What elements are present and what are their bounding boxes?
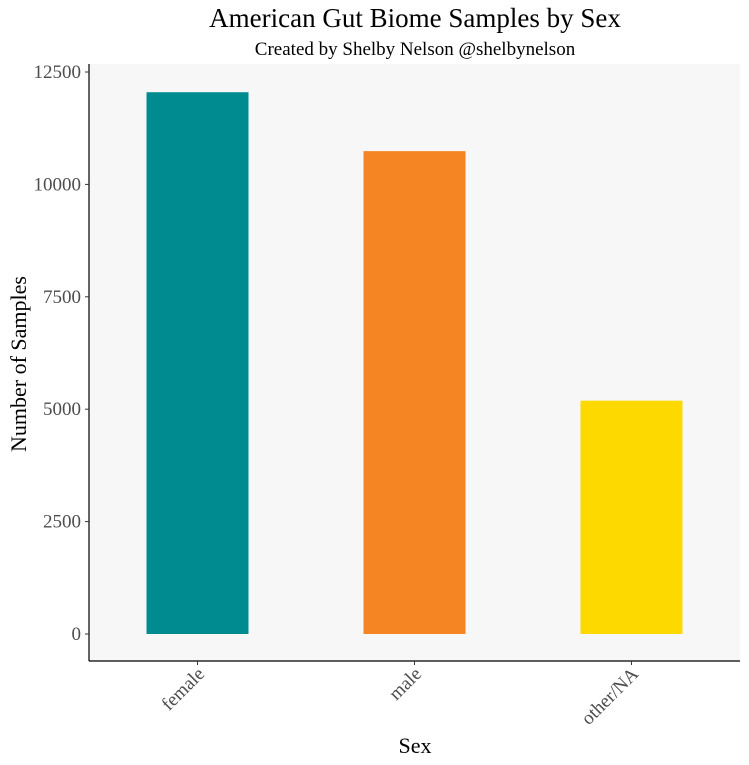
x-axis-label: Sex	[399, 733, 432, 758]
y-tick-label: 7500	[43, 287, 81, 308]
bar-other-na	[580, 400, 683, 634]
x-tick-label: other/NA	[577, 663, 643, 729]
y-axis-label: Number of Samples	[6, 276, 31, 452]
x-tick-label: female	[158, 664, 209, 715]
chart-subtitle: Created by Shelby Nelson @shelbynelson	[255, 39, 576, 60]
y-tick-label: 0	[72, 624, 82, 645]
bar-female	[146, 92, 249, 635]
y-tick-label: 10000	[34, 174, 82, 195]
y-tick-label: 12500	[34, 62, 82, 83]
chart-title: American Gut Biome Samples by Sex	[209, 3, 621, 33]
y-tick-labels: 0 2500 5000 7500 10000 12500	[34, 62, 89, 645]
x-tick-label: male	[385, 664, 426, 705]
bars-group	[146, 92, 683, 635]
bar-male	[363, 151, 466, 635]
y-tick-label: 2500	[43, 512, 81, 533]
y-tick-label: 5000	[43, 399, 81, 420]
x-tick-labels: female male other/NA	[158, 661, 643, 729]
